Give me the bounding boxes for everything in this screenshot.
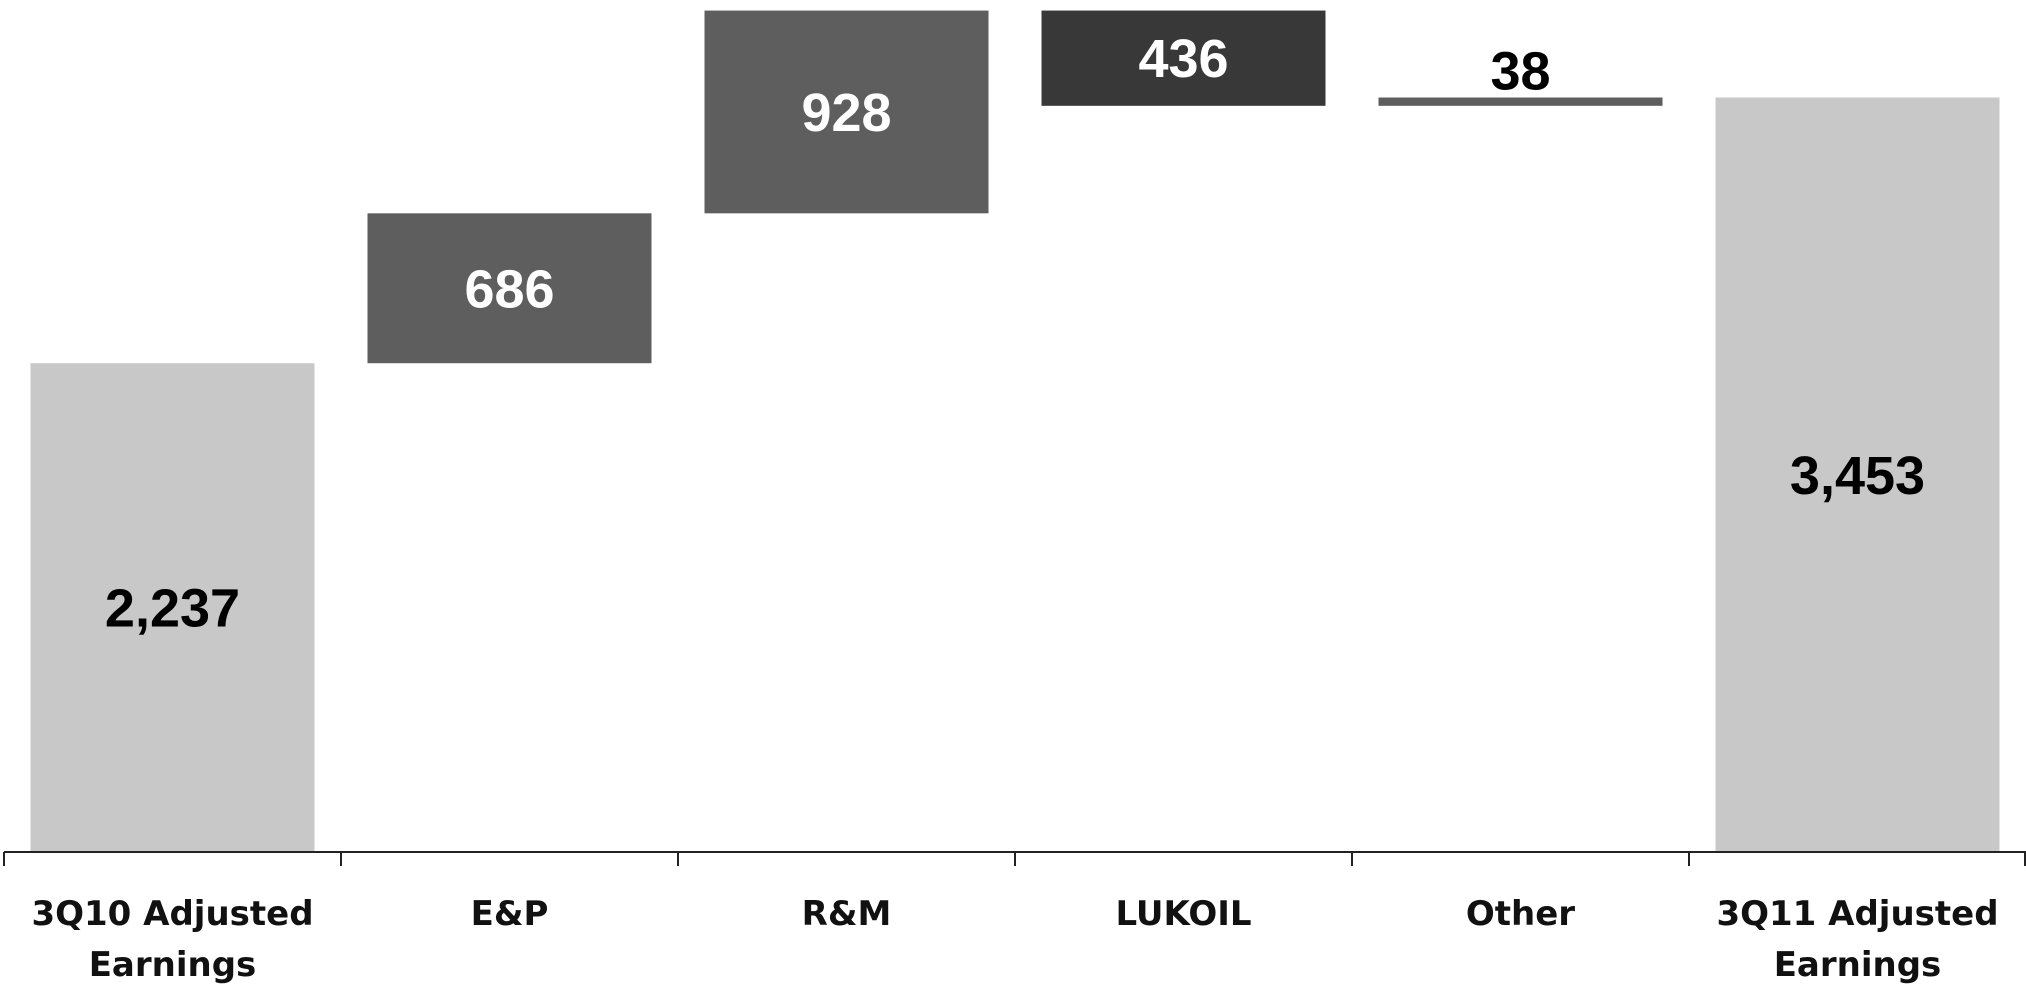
bar-3q10-adjusted-earnings [30, 363, 315, 852]
value-label-e-p: 686 [464, 259, 554, 319]
value-label-other: 38 [1490, 42, 1550, 102]
value-label-3q11-adjusted-earnings: 3,453 [1790, 446, 1925, 506]
category-label-lukoil: LUKOIL [1115, 894, 1251, 934]
category-label-r-m: R&M [802, 894, 892, 934]
bar-r-m [704, 10, 989, 214]
category-label-e-p: E&P [471, 894, 549, 934]
value-label-3q10-adjusted-earnings: 2,237 [105, 579, 240, 639]
value-label-r-m: 928 [801, 83, 891, 143]
x-axis [3, 851, 2026, 866]
bars-group [30, 10, 2000, 852]
category-label-3q10-adjusted-earnings: 3Q10 Adjusted Earnings [31, 894, 313, 985]
bar-lukoil [1041, 10, 1326, 106]
category-labels-group: 3Q10 Adjusted Earnings E&P R&M LUKOIL Other 3Q… [31, 894, 1998, 985]
category-label-3q11-adjusted-earnings: 3Q11 Adjusted Earnings [1716, 894, 1998, 985]
bar-3q11-adjusted-earnings [1715, 97, 2000, 852]
bar-other [1378, 97, 1663, 106]
category-label-other: Other [1466, 894, 1575, 934]
value-label-lukoil: 436 [1138, 29, 1228, 89]
value-labels-group: 2,237 686 928 436 38 3,453 [105, 29, 1925, 638]
bar-e-p [367, 213, 652, 364]
